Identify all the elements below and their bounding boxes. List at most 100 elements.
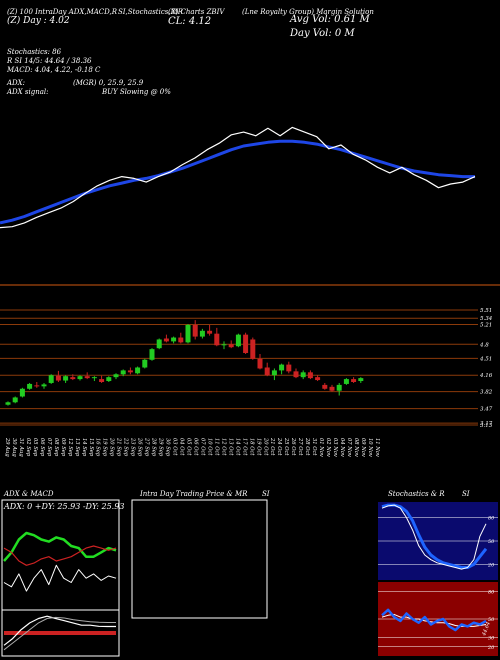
date-tick-label: 27 Sep (144, 437, 150, 457)
date-tick-label: 07 Sep (46, 438, 52, 457)
date-tick-label: 06 Oct (192, 438, 198, 456)
header-company: (Lne Royalty Group) Margin Solution (242, 8, 374, 16)
price-tick-label: 4.51 (479, 356, 492, 362)
candle-body (358, 378, 364, 382)
candle-body (5, 402, 11, 405)
candle-body (235, 334, 241, 347)
date-tick-label: 11 Oct (213, 438, 219, 456)
candle-body (55, 375, 61, 381)
candle-body (271, 370, 277, 376)
adx-macd-panel (1, 499, 120, 657)
candle-body (19, 388, 25, 397)
date-tick-label: 14 Sep (81, 438, 87, 457)
date-tick-label: 30 Sep (165, 438, 171, 457)
rsi-tick-label: 20 (487, 645, 495, 651)
macd-text: MACD: 4.04, 4.22, -0.18 C (7, 66, 101, 74)
date-tick-label: 09 Sep (60, 438, 66, 457)
stoch-panel-title-suffix: SI (462, 490, 470, 498)
date-tick-label: 23 Sep (130, 437, 136, 457)
rsi-line (381, 608, 487, 632)
candle-body (214, 333, 220, 346)
stoch-text: Stochastics: 86 (7, 48, 62, 56)
intraday-panel-title: Intra Day Trading Price & MR (140, 490, 248, 498)
adx-panel-title: ADX & MACD (4, 490, 54, 498)
date-tick-label: 04 Oct (179, 438, 185, 456)
date-tick-label: 30 Aug (11, 438, 17, 457)
candle-body (243, 334, 249, 354)
rsi-text: R SI 14/5: 44.64 / 38.36 (7, 57, 92, 65)
candle-body (120, 370, 126, 375)
candle-body (329, 386, 335, 391)
candle-body (221, 344, 227, 346)
candle-body (27, 383, 33, 389)
date-tick-label: 31 Aug (18, 438, 24, 457)
adx-signal-label: ADX signal: (7, 88, 49, 96)
candle-body (250, 339, 256, 359)
price-ma-panel (0, 126, 500, 286)
candlestick-panel: 5.51 5.345.21 4.8 4.51 4.16 3.82 3.47 3.173.13 (0, 308, 493, 429)
candle-body (34, 385, 40, 387)
date-tick-label: 13 Oct (227, 438, 233, 456)
date-tick-label: 07 Oct (199, 438, 205, 456)
candle-body (171, 337, 177, 342)
stoch-panel-title: Stochastics & R (388, 490, 445, 498)
header-avg-vol: Avg Vol: 0.61 M (290, 14, 370, 25)
candle-body (77, 376, 83, 380)
date-tick-label: 25 Oct (283, 437, 289, 456)
date-tick-label: 03 Nov (332, 438, 338, 457)
header-title-mid: SI,Stochastics,MR (118, 8, 184, 16)
candle-body (286, 364, 292, 372)
rsi-value-label: 44.64 (481, 621, 492, 637)
rsi-tick-label: 80 (488, 589, 495, 595)
macd-line (3, 615, 116, 646)
candle-body (48, 375, 54, 383)
price-tick-label: 3.47 (480, 407, 493, 413)
candle-body (207, 330, 213, 334)
date-tick-label: 01 Nov (318, 438, 324, 457)
price-tick-label: 4.8 (479, 342, 489, 348)
date-tick-label: 03 Oct (172, 438, 178, 456)
adx-values-text: ADX: 0 +DY: 25.93 -DY: 25.93 (4, 502, 125, 511)
stoch-tick-label: 80 (488, 516, 495, 522)
stoch-rsi-panel: 80 50 20 80 50 30 20 44.64 (378, 502, 498, 656)
price-tick-label: 3.82 (480, 390, 493, 396)
candle-body (127, 370, 133, 373)
adx-series-line (3, 545, 117, 566)
stoch-tick-label: 50 (488, 539, 495, 545)
rsi-tick-label: 50 (488, 617, 495, 623)
candle-body (199, 330, 205, 337)
date-tick-label: 28 Sep (151, 437, 157, 457)
rsi-tick-label: 30 (488, 636, 495, 642)
date-tick-label: 29 Sep (158, 437, 164, 457)
adx-values: (MGR) 0, 25.9, 25.9 (73, 79, 144, 87)
candle-body (156, 339, 162, 349)
price-tick-label: 5.51 (480, 308, 492, 314)
candle-body (264, 367, 270, 376)
date-tick-label: 12 Sep (67, 438, 73, 457)
header-close: CL: 4.12 (168, 16, 212, 27)
candle-body (192, 324, 198, 337)
date-tick-label: 05 Sep (32, 438, 38, 457)
candle-body (178, 337, 184, 343)
candle-body (322, 384, 328, 389)
date-tick-label: 06 Sep (39, 438, 45, 457)
date-tick-label: 19 Sep (102, 438, 108, 457)
date-tick-label: 12 Oct (220, 438, 226, 456)
header-day: (Z) Day : 4.02 (7, 16, 70, 26)
price-tick-label: 5.21 (480, 322, 492, 328)
price-tick-label: 3.13 (480, 423, 493, 429)
candle-body (63, 376, 69, 381)
date-tick-label: 13 Sep (74, 438, 80, 457)
ma-line (0, 139, 475, 225)
date-tick-label: 14 Oct (234, 438, 240, 456)
date-tick-label: 02 Nov (325, 438, 331, 457)
date-tick-label: 05 Oct (185, 438, 191, 456)
stoch-k-line (381, 504, 487, 570)
candle-body (99, 379, 105, 382)
candle-body (113, 374, 119, 378)
stoch-tick-label: 20 (487, 562, 495, 568)
date-tick-label: 26 Oct (290, 437, 296, 456)
date-tick-label: 21 Oct (269, 437, 275, 456)
date-tick-label: 27 Oct (297, 437, 303, 456)
